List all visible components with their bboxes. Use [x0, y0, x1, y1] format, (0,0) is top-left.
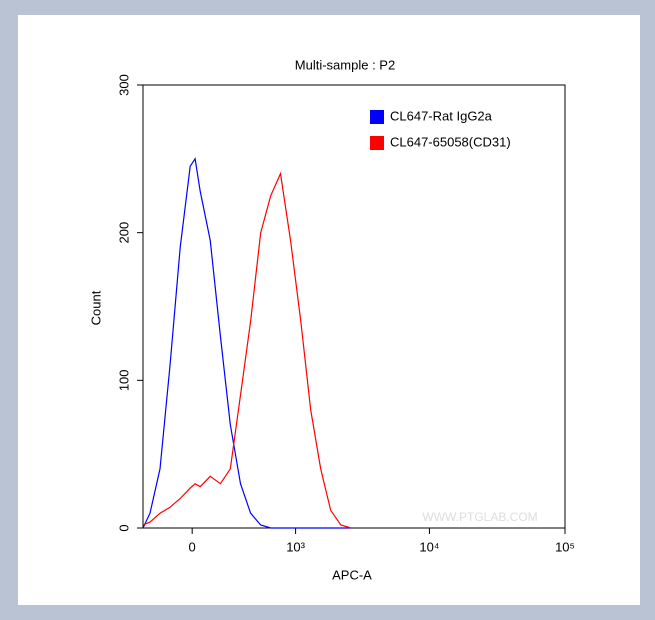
- y-tick-label: 0: [116, 524, 131, 531]
- x-tick-label: 0: [189, 539, 196, 554]
- legend-label: CL647-65058(CD31): [390, 134, 511, 149]
- plot-frame: [142, 84, 566, 529]
- x-axis-label: APC-A: [332, 567, 372, 582]
- x-tick-label: 10³: [286, 539, 305, 554]
- y-tick-label: 100: [116, 369, 131, 391]
- histogram-line: [142, 171, 352, 529]
- x-tick-label: 10⁵: [555, 539, 575, 554]
- y-tick-label: 200: [116, 222, 131, 244]
- legend-swatch: [370, 110, 384, 124]
- legend-label: CL647-Rat IgG2a: [390, 108, 493, 123]
- watermark: WWW.PTGLAB.COM: [422, 510, 537, 524]
- chart-title: Multi-sample : P2: [295, 57, 395, 72]
- y-axis-label: Count: [88, 290, 103, 325]
- legend-swatch: [370, 136, 384, 150]
- panel: [18, 15, 640, 605]
- x-tick-label: 10⁴: [419, 539, 439, 554]
- histogram-line: [142, 157, 351, 529]
- y-tick-label: 300: [116, 74, 131, 96]
